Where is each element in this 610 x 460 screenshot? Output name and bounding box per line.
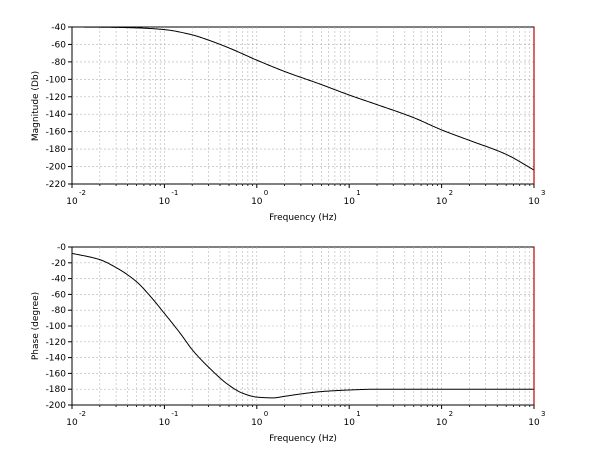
x-tick-label-base: 10 bbox=[66, 197, 78, 207]
x-tick-label-base: 10 bbox=[528, 418, 540, 428]
x-tick-label-exponent: 2 bbox=[449, 410, 453, 418]
magnitude-y-ticks: -40 -60 -80 -100 -120 -140 -160 -180 -200 -220 bbox=[46, 23, 72, 190]
y-tick-label: -160 bbox=[46, 369, 67, 379]
y-tick-label: -160 bbox=[46, 128, 67, 138]
phase-y-ticks: -0 -20 -40 -60 -80 -100 -120 -140 -160 -180 -200 bbox=[46, 243, 72, 411]
y-tick-label: -200 bbox=[46, 163, 67, 173]
x-tick-label-base: 10 bbox=[66, 418, 78, 428]
y-tick-label: -80 bbox=[51, 58, 66, 68]
x-tick-label-exponent: 3 bbox=[541, 189, 545, 197]
x-tick-label-exponent: 0 bbox=[264, 410, 268, 418]
x-tick-label-base: 10 bbox=[159, 197, 171, 207]
y-tick-label: -180 bbox=[46, 145, 67, 155]
y-tick-label: -140 bbox=[46, 354, 67, 364]
x-tick-label-exponent: 1 bbox=[356, 410, 360, 418]
x-tick-label-exponent: 2 bbox=[449, 189, 453, 197]
y-tick-label: -100 bbox=[46, 75, 67, 85]
y-tick-label: -100 bbox=[46, 322, 67, 332]
x-tick-label-base: 10 bbox=[436, 197, 448, 207]
y-tick-label: -120 bbox=[46, 338, 67, 348]
magnitude-grid bbox=[72, 27, 534, 184]
y-tick-label: -140 bbox=[46, 110, 67, 120]
y-tick-label: -20 bbox=[51, 259, 66, 269]
x-tick-label-exponent: 3 bbox=[541, 410, 545, 418]
y-tick-label: -120 bbox=[46, 93, 67, 103]
y-tick-label: -180 bbox=[46, 385, 67, 395]
magnitude-series-line bbox=[71, 26, 535, 171]
y-tick-label: -40 bbox=[51, 275, 66, 285]
magnitude-y-axis-label: Magnitude (Db) bbox=[31, 71, 41, 141]
phase-x-axis-label: Frequency (Hz) bbox=[269, 434, 337, 444]
y-tick-label: -60 bbox=[51, 40, 66, 50]
phase-chart: -0-20-40-60-80-100-120-140-160-180-200 1… bbox=[31, 243, 545, 444]
x-tick-label-exponent: 1 bbox=[356, 189, 360, 197]
y-tick-label: -0 bbox=[57, 243, 66, 253]
x-tick-label-base: 10 bbox=[251, 418, 263, 428]
y-tick-label: -220 bbox=[46, 180, 67, 190]
x-tick-label-exponent: 0 bbox=[264, 189, 268, 197]
phase-series-line bbox=[71, 252, 534, 399]
x-tick-label-base: 10 bbox=[343, 418, 355, 428]
y-tick-label: -60 bbox=[51, 290, 66, 300]
x-tick-label-base: 10 bbox=[251, 197, 263, 207]
phase-y-axis-label: Phase (degree) bbox=[31, 292, 41, 360]
x-tick-label-base: 10 bbox=[528, 197, 540, 207]
x-tick-label-base: 10 bbox=[343, 197, 355, 207]
magnitude-chart: -40-60-80-100-120-140-160-180-200-220 10… bbox=[31, 23, 545, 223]
magnitude-plot-area bbox=[71, 26, 535, 185]
y-tick-label: -200 bbox=[46, 401, 67, 411]
y-tick-label: -80 bbox=[51, 306, 66, 316]
x-tick-label-exponent: -1 bbox=[171, 189, 178, 197]
x-tick-label-base: 10 bbox=[159, 418, 171, 428]
x-tick-label-exponent: -1 bbox=[171, 410, 178, 418]
x-tick-label-base: 10 bbox=[436, 418, 448, 428]
x-tick-label-exponent: -2 bbox=[79, 410, 86, 418]
y-tick-label: -40 bbox=[51, 23, 66, 33]
magnitude-x-axis-label: Frequency (Hz) bbox=[269, 213, 337, 223]
x-tick-label-exponent: -2 bbox=[79, 189, 86, 197]
